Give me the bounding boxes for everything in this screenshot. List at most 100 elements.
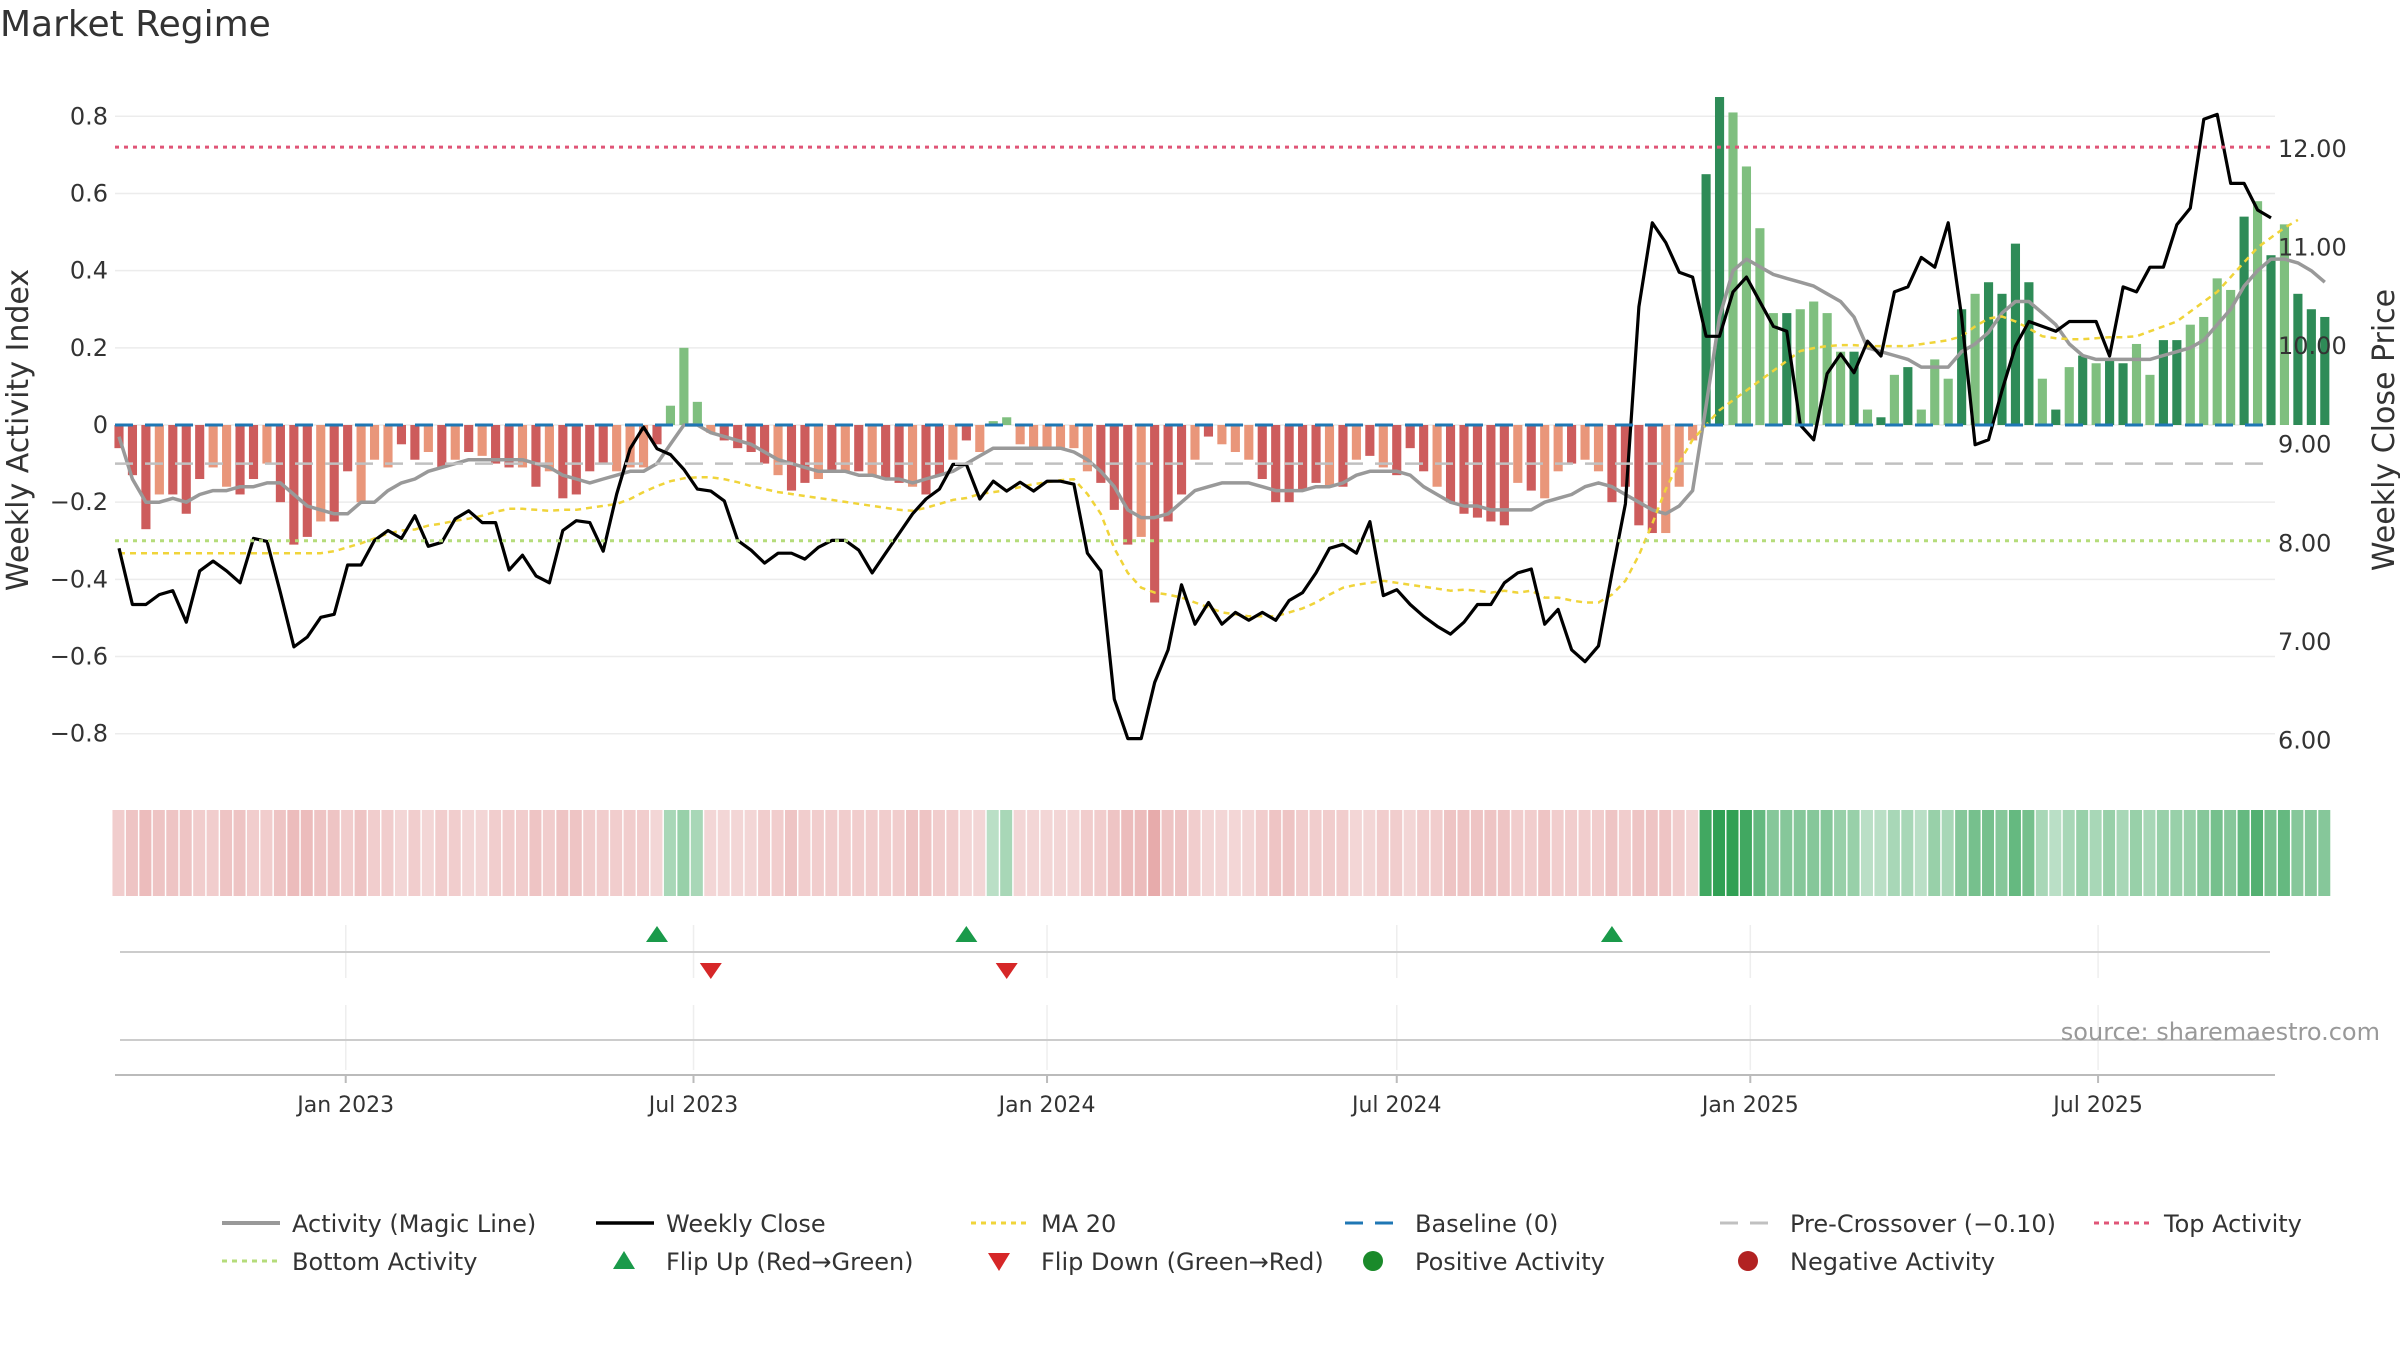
activity-bar-141	[2010, 243, 2021, 425]
regime-strip-cell-116	[1672, 810, 1685, 896]
regime-strip-cell-115	[1659, 810, 1672, 896]
regime-strip-cell-126	[1807, 810, 1820, 896]
regime-strip-cell-130	[1860, 810, 1873, 896]
regime-strip-cell-161	[2277, 810, 2290, 896]
activity-bar-135	[1930, 359, 1940, 425]
activity-bar-129	[1849, 351, 1859, 425]
activity-bar-0	[114, 425, 124, 449]
activity-bar-151	[2145, 374, 2155, 425]
regime-strip-cell-27	[475, 810, 488, 896]
legend-swatch-positive	[1363, 1251, 1383, 1271]
activity-bar-8	[222, 425, 232, 487]
y-tick-right-4: 8.00	[2278, 529, 2331, 557]
regime-strip-cell-64	[973, 810, 986, 896]
y-axis-left: 0.8 0.6 0.4 0.2 0 −0.2 −0.4 −0.6 −0.8	[50, 102, 108, 747]
regime-strip-cell-85	[1255, 810, 1268, 896]
y-tick-right-5: 7.00	[2278, 628, 2331, 656]
regime-strip-cell-93	[1363, 810, 1376, 896]
regime-strip-cell-80	[1188, 810, 1201, 896]
activity-bar-2	[141, 425, 151, 530]
activity-bar-22	[410, 425, 420, 460]
regime-strip-cell-83	[1228, 810, 1241, 896]
activity-bar-145	[2064, 367, 2074, 425]
legend-label-ma: MA 20	[1041, 1210, 1116, 1238]
activity-bar-5	[181, 425, 191, 514]
regime-strip-cell-32	[542, 810, 555, 896]
flip-markers	[120, 925, 2270, 979]
activity-bar-86	[1271, 425, 1281, 503]
regime-strip-cell-111	[1605, 810, 1618, 896]
regime-strip-cell-131	[1874, 810, 1887, 896]
regime-strip-cell-9	[233, 810, 246, 896]
activity-bar-92	[1351, 425, 1361, 460]
regime-strip-cell-162	[2291, 810, 2304, 896]
regime-strip-cell-153	[2170, 810, 2183, 896]
activity-bar-13	[289, 425, 299, 545]
y-tick-right-2: 10.00	[2278, 332, 2347, 360]
activity-bar-75	[1123, 425, 1133, 545]
activity-bar-104	[1513, 425, 1523, 483]
regime-strip-cell-163	[2304, 810, 2317, 896]
regime-strip	[112, 810, 2331, 896]
activity-bar-117	[1688, 425, 1698, 441]
regime-strip-cell-39	[637, 810, 650, 896]
y-tick-left-8: −0.8	[50, 720, 108, 748]
activity-bar-101	[1472, 425, 1483, 518]
regime-strip-cell-40	[650, 810, 663, 896]
regime-strip-cell-106	[1538, 810, 1551, 896]
regime-strip-cell-78	[1161, 810, 1174, 896]
regime-strip-cell-100	[1457, 810, 1470, 896]
activity-bar-124	[1782, 313, 1792, 425]
regime-strip-cell-38	[623, 810, 636, 896]
legend-label-magic: Activity (Magic Line)	[292, 1210, 536, 1238]
y-tick-left-7: −0.6	[50, 643, 108, 671]
x-axis: Jan 2023 Jul 2023 Jan 2024 Jul 2024 Jan 2025…	[115, 1074, 2275, 1118]
regime-strip-cell-46	[731, 810, 744, 896]
regime-strip-cell-105	[1524, 810, 1537, 896]
regime-strip-cell-82	[1215, 810, 1228, 896]
activity-bar-152	[2158, 340, 2168, 425]
activity-bar-115	[1661, 425, 1671, 534]
regime-strip-cell-49	[771, 810, 784, 896]
y-axis-label-right: Weekly Close Price	[2367, 289, 2400, 571]
activity-bar-123	[1768, 313, 1778, 425]
activity-bar-32	[544, 425, 554, 472]
y-tick-left-6: −0.4	[50, 565, 108, 593]
regime-strip-cell-20	[381, 810, 394, 896]
regime-strip-cell-63	[959, 810, 972, 896]
activity-bar-85	[1257, 425, 1267, 480]
activity-bar-77	[1150, 425, 1160, 603]
activity-bar-137	[1957, 309, 1967, 425]
x-tick-label-0: Jan 2023	[295, 1093, 394, 1118]
activity-bar-111	[1607, 425, 1617, 503]
regime-strip-cell-96	[1403, 810, 1416, 896]
y-tick-left-2: 0.4	[70, 257, 108, 285]
regime-strip-cell-95	[1390, 810, 1403, 896]
activity-bar-17	[343, 425, 353, 472]
regime-strip-cell-35	[583, 810, 596, 896]
legend-label-flip_down: Flip Down (Green→Red)	[1041, 1248, 1324, 1276]
activity-bar-106	[1540, 425, 1550, 499]
regime-strip-cell-52	[811, 810, 824, 896]
activity-bar-156	[2212, 278, 2222, 425]
regime-strip-cell-62	[946, 810, 959, 896]
activity-bar-113	[1634, 425, 1644, 526]
flip-down-marker-1	[995, 963, 1018, 979]
activity-bar-130	[1862, 409, 1873, 425]
activity-bar-31	[531, 425, 541, 487]
activity-bar-16	[329, 425, 339, 522]
regime-strip-cell-92	[1349, 810, 1362, 896]
activity-bar-9	[235, 425, 245, 495]
regime-strip-cell-128	[1834, 810, 1847, 896]
regime-strip-cell-156	[2210, 810, 2223, 896]
activity-bar-58	[894, 425, 904, 483]
regime-strip-cell-154	[2183, 810, 2196, 896]
activity-bar-27	[477, 425, 487, 456]
regime-strip-cell-16	[327, 810, 340, 896]
regime-strip-cell-67	[1013, 810, 1026, 896]
regime-strip-cell-119	[1713, 810, 1726, 896]
regime-strip-cell-21	[394, 810, 407, 896]
activity-bar-39	[638, 425, 649, 468]
regime-strip-cell-42	[677, 810, 690, 896]
activity-bar-107	[1553, 425, 1563, 472]
